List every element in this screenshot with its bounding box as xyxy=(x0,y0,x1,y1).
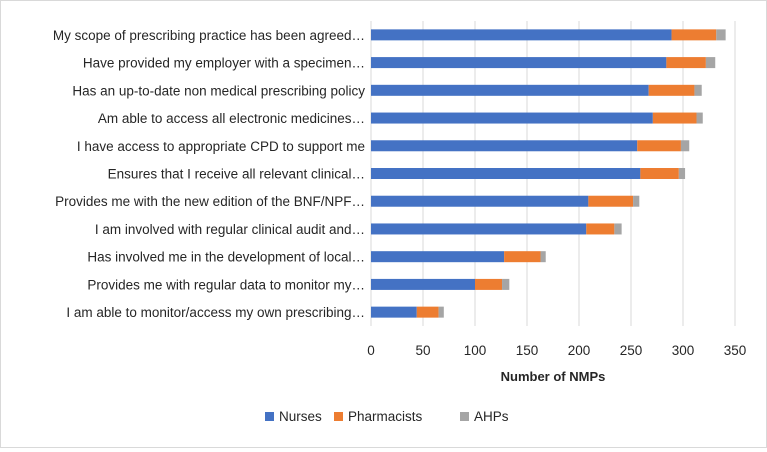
bar-nurses-8 xyxy=(371,251,505,263)
bar-nurses-10 xyxy=(371,306,417,318)
category-label: Has an up-to-date non medical prescribin… xyxy=(72,83,365,98)
bar-ahps-0 xyxy=(716,29,726,41)
bar-ahps-9 xyxy=(502,278,510,290)
bars xyxy=(371,29,726,318)
category-label: Has involved me in the development of lo… xyxy=(87,250,365,265)
x-tick-label: 250 xyxy=(620,343,643,358)
bar-pharmacists-6 xyxy=(588,195,634,207)
bar-nurses-0 xyxy=(371,29,672,41)
bar-nurses-4 xyxy=(371,140,638,152)
bar-pharmacists-2 xyxy=(648,84,695,96)
category-label: I have access to appropriate CPD to supp… xyxy=(77,139,365,154)
bar-ahps-1 xyxy=(705,57,716,69)
bar-ahps-3 xyxy=(696,112,703,124)
bar-pharmacists-9 xyxy=(475,278,503,290)
x-tick-label: 50 xyxy=(415,343,430,358)
bar-nurses-1 xyxy=(371,57,667,69)
legend-label-ahps: AHPs xyxy=(474,409,509,424)
bar-pharmacists-1 xyxy=(666,57,706,69)
bar-nurses-9 xyxy=(371,278,475,290)
bar-pharmacists-5 xyxy=(640,168,679,179)
bar-pharmacists-0 xyxy=(671,29,717,41)
x-tick-label: 200 xyxy=(568,343,591,358)
bar-pharmacists-4 xyxy=(637,140,681,152)
bar-ahps-5 xyxy=(678,168,686,179)
bar-ahps-6 xyxy=(633,195,640,207)
legend-label-pharmacists: Pharmacists xyxy=(348,409,423,424)
legend-swatch-nurses xyxy=(265,412,274,421)
category-label: Am able to access all electronic medicin… xyxy=(98,111,365,126)
bar-nurses-3 xyxy=(371,112,653,124)
legend-swatch-ahps xyxy=(460,412,469,421)
bar-ahps-2 xyxy=(694,84,702,96)
x-tick-label: 0 xyxy=(367,343,375,358)
legend-label-nurses: Nurses xyxy=(279,409,322,424)
category-label: My scope of prescribing practice has bee… xyxy=(53,28,365,43)
category-label: Have provided my employer with a specime… xyxy=(83,56,365,71)
category-labels: My scope of prescribing practice has bee… xyxy=(53,28,365,320)
legend-swatch-pharmacists xyxy=(334,412,343,421)
category-label: Provides me with regular data to monitor… xyxy=(87,277,365,292)
bar-pharmacists-3 xyxy=(652,112,697,124)
x-tick-label: 300 xyxy=(672,343,695,358)
bar-ahps-10 xyxy=(438,306,444,318)
x-tick-label: 150 xyxy=(516,343,539,358)
category-label: I am involved with regular clinical audi… xyxy=(95,222,365,237)
bar-nurses-5 xyxy=(371,168,641,179)
bar-ahps-8 xyxy=(540,251,546,263)
bar-pharmacists-7 xyxy=(586,223,615,235)
x-axis-title: Number of NMPs xyxy=(501,369,606,384)
category-label: I am able to monitor/access my own presc… xyxy=(66,305,365,320)
bar-ahps-7 xyxy=(614,223,622,235)
bar-pharmacists-10 xyxy=(416,306,439,318)
legend: Nurses Pharmacists AHPs xyxy=(265,409,509,424)
bar-nurses-7 xyxy=(371,223,587,235)
x-tick-label: 350 xyxy=(724,343,747,358)
bar-nurses-6 xyxy=(371,195,589,207)
bar-nurses-2 xyxy=(371,84,649,96)
x-tick-label: 100 xyxy=(464,343,487,358)
category-label: Provides me with the new edition of the … xyxy=(55,194,365,209)
bar-pharmacists-8 xyxy=(504,251,541,263)
bar-ahps-4 xyxy=(680,140,690,152)
x-tick-labels: 0 50 100 150 200 250 300 350 xyxy=(367,343,746,358)
category-label: Ensures that I receive all relevant clin… xyxy=(108,167,365,182)
